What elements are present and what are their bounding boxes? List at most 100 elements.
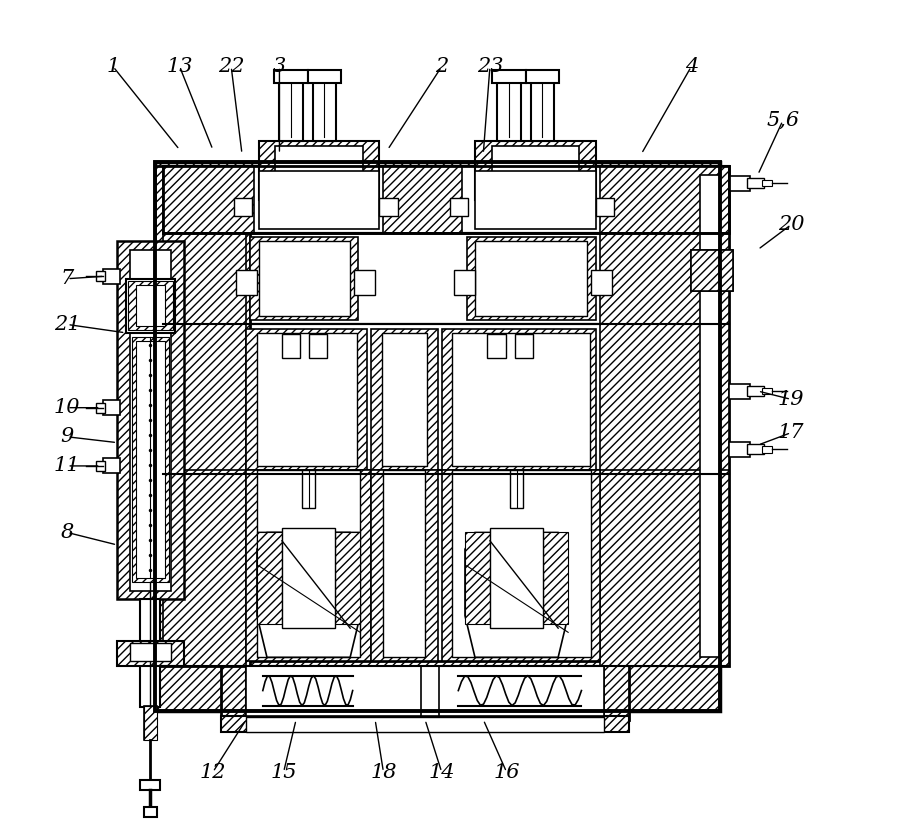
Bar: [747, 178, 764, 188]
Bar: [96, 271, 104, 281]
Bar: [247, 329, 367, 470]
Polygon shape: [257, 532, 360, 657]
Bar: [371, 470, 437, 661]
Text: 3: 3: [273, 57, 286, 76]
Bar: [762, 446, 772, 453]
Bar: [382, 333, 427, 466]
Bar: [442, 470, 599, 661]
Bar: [163, 470, 729, 666]
Bar: [163, 166, 729, 233]
Bar: [510, 470, 523, 508]
Bar: [729, 176, 750, 191]
Bar: [275, 146, 363, 191]
Text: 10: 10: [54, 399, 80, 417]
Text: 15: 15: [270, 763, 297, 781]
Bar: [163, 324, 729, 474]
Bar: [599, 470, 729, 666]
Bar: [257, 532, 282, 624]
Bar: [309, 334, 327, 358]
Bar: [258, 171, 379, 229]
Bar: [454, 270, 475, 295]
Bar: [104, 269, 120, 284]
Bar: [257, 333, 356, 466]
Text: 8: 8: [60, 523, 74, 542]
Bar: [234, 198, 252, 216]
Bar: [475, 241, 588, 316]
Text: 22: 22: [218, 57, 245, 76]
Bar: [257, 470, 360, 532]
Text: 11: 11: [54, 457, 80, 475]
Bar: [258, 241, 350, 316]
Bar: [453, 470, 591, 657]
Text: 23: 23: [477, 57, 503, 76]
Bar: [596, 198, 614, 216]
Bar: [544, 532, 568, 624]
Text: 16: 16: [493, 763, 520, 781]
Bar: [136, 341, 165, 578]
Bar: [490, 528, 544, 628]
Bar: [140, 599, 160, 707]
Text: 1: 1: [106, 57, 120, 76]
Bar: [247, 666, 371, 716]
Bar: [526, 70, 559, 83]
Bar: [599, 166, 729, 233]
Polygon shape: [257, 532, 360, 657]
Bar: [163, 233, 247, 324]
Text: 19: 19: [778, 390, 805, 409]
Bar: [762, 388, 772, 394]
Bar: [762, 180, 772, 186]
Bar: [117, 241, 184, 599]
Bar: [247, 666, 421, 716]
Bar: [279, 79, 302, 141]
Bar: [335, 532, 360, 624]
Bar: [475, 171, 596, 229]
Bar: [258, 141, 379, 200]
Text: 13: 13: [166, 57, 193, 76]
Bar: [383, 470, 425, 657]
Bar: [163, 166, 255, 233]
Bar: [439, 666, 604, 716]
Bar: [442, 666, 599, 716]
Bar: [699, 175, 720, 657]
Bar: [163, 324, 247, 474]
Bar: [247, 666, 604, 716]
Bar: [729, 442, 750, 457]
Bar: [117, 641, 184, 666]
Text: 5,6: 5,6: [766, 111, 799, 130]
Bar: [132, 337, 169, 582]
Bar: [355, 270, 375, 295]
Bar: [163, 233, 729, 324]
Bar: [599, 233, 729, 324]
Bar: [130, 250, 171, 591]
Text: 4: 4: [685, 57, 698, 76]
Bar: [96, 403, 104, 413]
Bar: [163, 470, 247, 666]
Bar: [691, 250, 733, 291]
Bar: [144, 706, 158, 740]
Bar: [104, 400, 120, 415]
Bar: [747, 386, 764, 396]
Text: 2: 2: [435, 57, 448, 76]
Bar: [250, 237, 358, 320]
Bar: [302, 470, 315, 508]
Bar: [491, 146, 579, 191]
Text: 14: 14: [428, 763, 454, 781]
Bar: [155, 162, 720, 711]
Bar: [247, 470, 371, 661]
Bar: [308, 70, 341, 83]
Bar: [450, 198, 468, 216]
Bar: [465, 532, 490, 624]
Bar: [136, 285, 165, 326]
Bar: [442, 329, 596, 470]
Bar: [312, 79, 336, 141]
Bar: [221, 661, 629, 720]
Bar: [274, 70, 308, 83]
Bar: [498, 79, 521, 141]
Bar: [221, 716, 629, 732]
Polygon shape: [465, 532, 568, 657]
Bar: [729, 384, 750, 399]
Bar: [453, 333, 590, 466]
Text: 21: 21: [54, 315, 80, 334]
Bar: [144, 807, 158, 817]
Bar: [130, 643, 171, 661]
